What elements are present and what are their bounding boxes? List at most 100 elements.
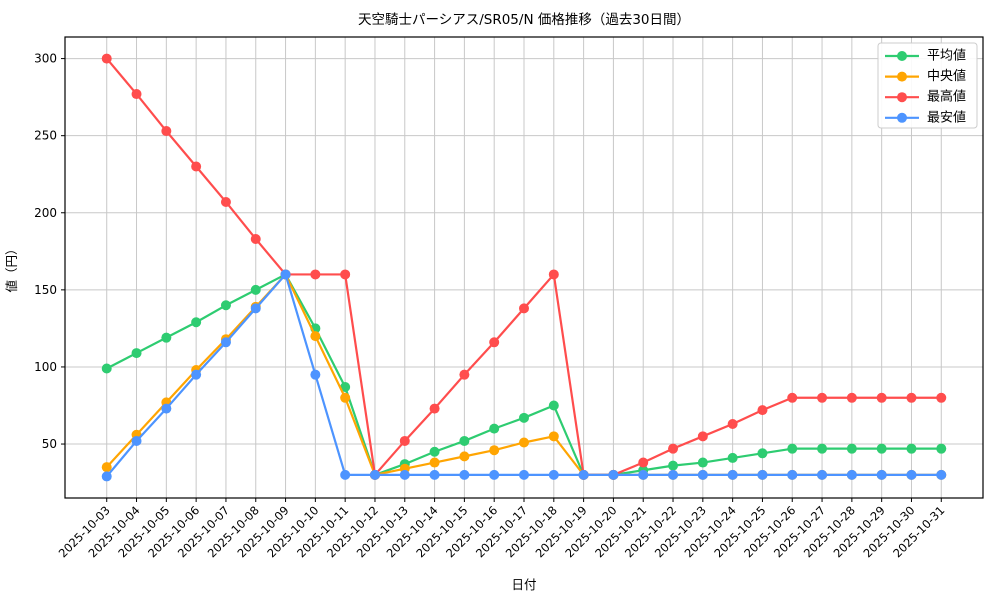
x-axis-title: 日付 (511, 577, 536, 592)
data-point-marker (668, 469, 679, 480)
data-point-marker (429, 457, 440, 468)
data-point-marker (101, 53, 112, 64)
data-point-marker (280, 269, 291, 280)
data-point-marker (548, 269, 559, 280)
chart-title: 天空騎士パーシアス/SR05/N 価格推移（過去30日間） (358, 12, 690, 28)
legend-marker-swatch (897, 51, 907, 61)
series-平均値 (101, 269, 947, 480)
data-point-marker (161, 332, 172, 343)
data-point-marker (846, 392, 857, 403)
data-point-marker (489, 423, 500, 434)
data-point-marker (459, 469, 470, 480)
y-tick-label: 150 (34, 283, 57, 297)
data-point-marker (340, 469, 351, 480)
data-point-marker (191, 369, 202, 380)
data-point-marker (787, 469, 798, 480)
data-point-marker (906, 469, 917, 480)
data-point-marker (340, 269, 351, 280)
data-point-marker (817, 443, 828, 454)
data-point-marker (936, 469, 947, 480)
data-point-marker (459, 435, 470, 446)
data-point-marker (101, 462, 112, 473)
data-point-marker (489, 337, 500, 348)
data-point-marker (340, 392, 351, 403)
legend-item-最高値: 最高値 (885, 89, 966, 105)
data-point-marker (578, 469, 589, 480)
data-point-marker (876, 392, 887, 403)
data-point-marker (459, 451, 470, 462)
grid-layer (65, 37, 983, 498)
legend-label: 中央値 (927, 68, 966, 84)
tick-layer: 501001502002503002025-10-032025-10-04202… (34, 52, 947, 561)
data-point-marker (638, 469, 649, 480)
data-point-marker (548, 469, 559, 480)
legend-item-最安値: 最安値 (885, 109, 966, 125)
y-axis-title: 値（円） (4, 242, 19, 292)
data-point-marker (131, 89, 142, 100)
data-point-marker (817, 469, 828, 480)
legend-marker-swatch (897, 71, 907, 82)
legend-label: 平均値 (927, 48, 966, 64)
data-point-marker (846, 443, 857, 454)
data-point-marker (757, 448, 768, 459)
data-point-marker (101, 363, 112, 374)
legend-marker-swatch (897, 92, 907, 103)
data-point-marker (161, 126, 172, 137)
data-point-marker (668, 443, 679, 454)
data-point-marker (459, 369, 470, 380)
data-point-marker (250, 284, 261, 295)
data-point-marker (846, 469, 857, 480)
data-point-marker (608, 469, 619, 480)
data-point-marker (220, 196, 231, 207)
legend-marker-swatch (897, 112, 907, 123)
data-point-marker (429, 469, 440, 480)
data-point-marker (548, 400, 559, 411)
legend-box (877, 42, 978, 129)
data-point-marker (519, 437, 529, 448)
data-point-marker (668, 460, 679, 471)
data-point-marker (936, 443, 947, 454)
data-point-marker (429, 446, 440, 457)
data-point-marker (936, 392, 947, 403)
data-point-marker (906, 443, 917, 454)
data-point-marker (131, 435, 142, 446)
data-point-marker (757, 469, 768, 480)
y-tick-label: 100 (34, 360, 57, 374)
y-tick-label: 50 (42, 437, 57, 451)
data-point-marker (131, 348, 142, 359)
data-point-marker (697, 431, 708, 442)
data-point-marker (310, 269, 321, 280)
data-point-marker (489, 469, 500, 480)
data-point-marker (548, 431, 559, 442)
series-layer (101, 53, 947, 482)
data-point-marker (638, 457, 649, 468)
data-point-marker (220, 300, 231, 311)
data-point-marker (101, 471, 112, 482)
data-point-marker (519, 412, 529, 423)
data-point-marker (310, 331, 321, 342)
data-point-marker (340, 381, 351, 392)
data-point-marker (787, 392, 798, 403)
data-point-marker (369, 469, 380, 480)
data-point-marker (817, 392, 828, 403)
data-point-marker (519, 469, 529, 480)
data-point-marker (489, 445, 500, 456)
series-最安値 (101, 269, 947, 482)
legend-label: 最高値 (927, 89, 966, 105)
data-point-marker (191, 317, 202, 328)
data-point-marker (250, 303, 261, 314)
data-point-marker (220, 337, 231, 348)
data-point-marker (697, 457, 708, 468)
data-point-marker (191, 161, 202, 172)
data-point-marker (399, 435, 410, 446)
data-point-marker (429, 403, 440, 414)
y-tick-label: 200 (34, 206, 57, 220)
legend-item-平均値: 平均値 (885, 48, 966, 64)
data-point-marker (757, 405, 768, 416)
data-point-marker (906, 392, 917, 403)
data-point-marker (310, 369, 321, 380)
data-point-marker (787, 443, 798, 454)
